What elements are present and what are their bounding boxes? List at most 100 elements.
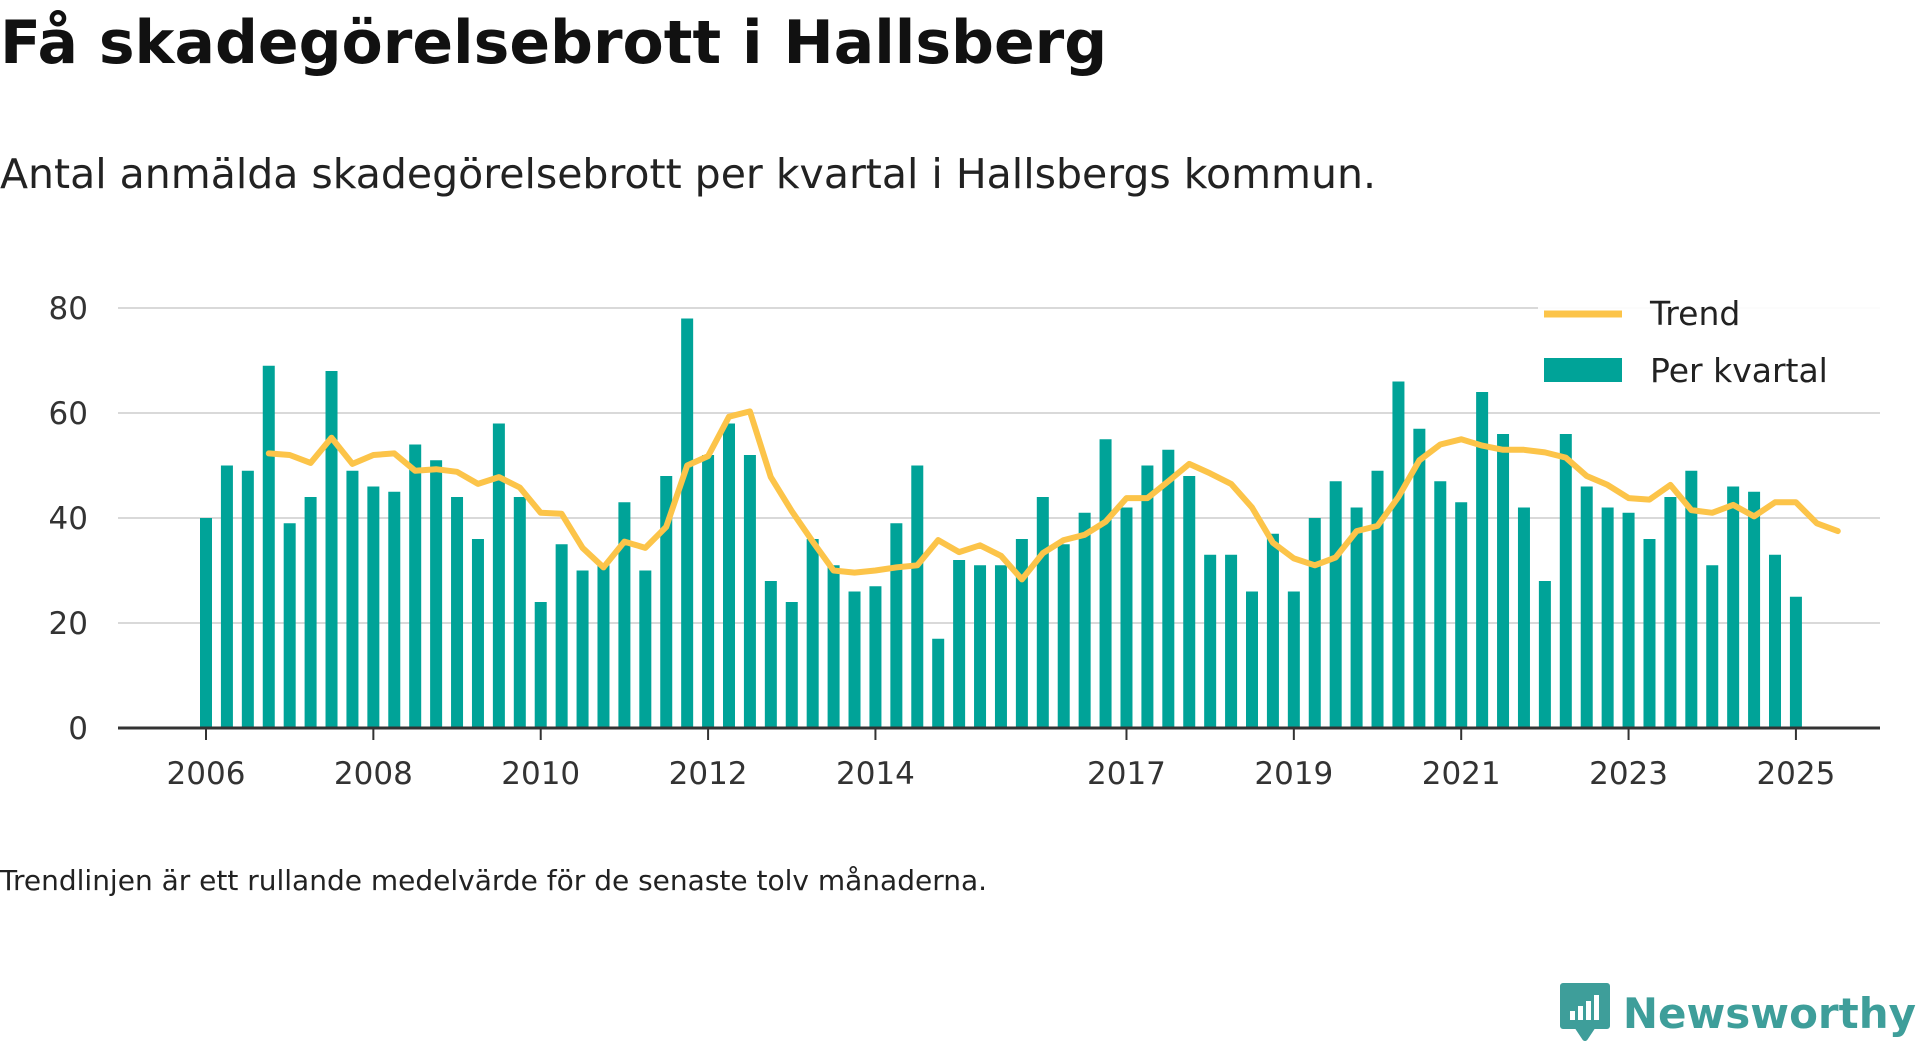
x-tick-label: 2021 [1422, 756, 1501, 792]
bar [1455, 502, 1468, 728]
bar [764, 581, 777, 728]
bar [576, 570, 589, 728]
bar [451, 497, 464, 728]
bar [241, 470, 254, 728]
bar [1769, 554, 1781, 728]
x-tick-label: 2025 [1756, 756, 1835, 792]
bar [1329, 481, 1342, 728]
brand-logo: Newsworthy [1559, 982, 1916, 1044]
bar [597, 565, 610, 728]
bar [1162, 449, 1175, 728]
bar [1789, 596, 1802, 728]
legend: Trend Per kvartal [1538, 292, 1880, 402]
y-tick-label: 20 [49, 606, 88, 642]
y-tick-label: 80 [49, 291, 88, 327]
bar [1204, 554, 1217, 728]
legend-background [1538, 292, 1880, 402]
bar [1580, 486, 1593, 728]
bar [1287, 591, 1300, 728]
bar [1371, 470, 1384, 728]
bar [513, 497, 526, 728]
chart-area: 0 20 40 60 80 2006 2008 2010 2012 2014 2017 2019 202… [49, 291, 1880, 792]
bar [471, 539, 484, 728]
bar [1413, 428, 1426, 728]
bar [1601, 507, 1614, 728]
legend-label-trend: Trend [1649, 294, 1740, 333]
chart-title: Få skadegörelsebrott i Hallsberg [0, 8, 1108, 78]
bar [220, 465, 233, 728]
bar [1099, 439, 1112, 728]
x-tick-label: 2010 [501, 756, 580, 792]
bar [953, 560, 966, 728]
bar [1643, 539, 1656, 728]
legend-label-per-kvartal: Per kvartal [1650, 351, 1828, 390]
bar [1622, 512, 1635, 728]
bar [1308, 518, 1321, 728]
bar [785, 602, 798, 728]
bar [1727, 486, 1740, 728]
bar [325, 371, 338, 728]
y-tick-label: 0 [68, 711, 88, 747]
bar [1183, 476, 1196, 728]
bar [409, 444, 422, 728]
footnote: Trendlinjen är ett rullande medelvärde f… [0, 864, 988, 897]
bar [1748, 491, 1761, 728]
bar [1559, 434, 1572, 728]
bar [1434, 481, 1447, 728]
bar [1225, 554, 1238, 728]
bar [1141, 465, 1154, 728]
line-series-trend [265, 408, 1841, 583]
trend-line [265, 408, 1841, 583]
x-tick-label: 2006 [167, 756, 246, 792]
bar [555, 544, 568, 728]
bar [492, 423, 505, 728]
bar [388, 491, 401, 728]
bar [806, 539, 819, 728]
brand-name: Newsworthy [1622, 988, 1916, 1038]
y-tick-label: 40 [49, 501, 88, 537]
bar [304, 497, 317, 728]
bar [1015, 539, 1028, 728]
bar [890, 523, 903, 728]
bar [1057, 544, 1070, 728]
bar [932, 638, 945, 728]
bar [534, 602, 547, 728]
chart-subtitle: Antal anmälda skadegörelsebrott per kvar… [0, 150, 1377, 198]
bar [702, 455, 715, 728]
x-tick-label: 2014 [836, 756, 915, 792]
y-tick-label: 60 [49, 396, 88, 432]
bar [1706, 565, 1719, 728]
legend-swatch-per-kvartal [1544, 358, 1622, 382]
bar [1246, 591, 1258, 728]
bar [911, 465, 924, 728]
bar [1685, 470, 1698, 728]
bar [618, 502, 631, 728]
bar [1036, 497, 1049, 728]
x-tick-label: 2019 [1254, 756, 1333, 792]
bar [262, 365, 275, 728]
bar [1392, 381, 1405, 728]
bar [1538, 581, 1551, 728]
bar [743, 455, 756, 728]
bar [1266, 533, 1279, 728]
axes: 0 20 40 60 80 2006 2008 2010 2012 2014 2017 2019 202… [49, 291, 1880, 792]
x-tick-label: 2012 [669, 756, 748, 792]
bar [1476, 392, 1489, 728]
bar [660, 476, 673, 728]
x-tick-label: 2017 [1087, 756, 1166, 792]
bar [848, 591, 861, 728]
bar [1078, 512, 1091, 728]
bar [1517, 507, 1530, 728]
bar [200, 518, 212, 728]
bar-series-per-kvartal [200, 318, 1802, 728]
bar [430, 460, 443, 728]
bar [1120, 507, 1133, 728]
bar [283, 523, 296, 728]
bar [869, 586, 882, 728]
bar [1350, 507, 1363, 728]
bar [723, 423, 735, 728]
x-tick-label: 2023 [1589, 756, 1668, 792]
bar [827, 565, 840, 728]
bar [346, 470, 359, 728]
bar [367, 486, 380, 728]
